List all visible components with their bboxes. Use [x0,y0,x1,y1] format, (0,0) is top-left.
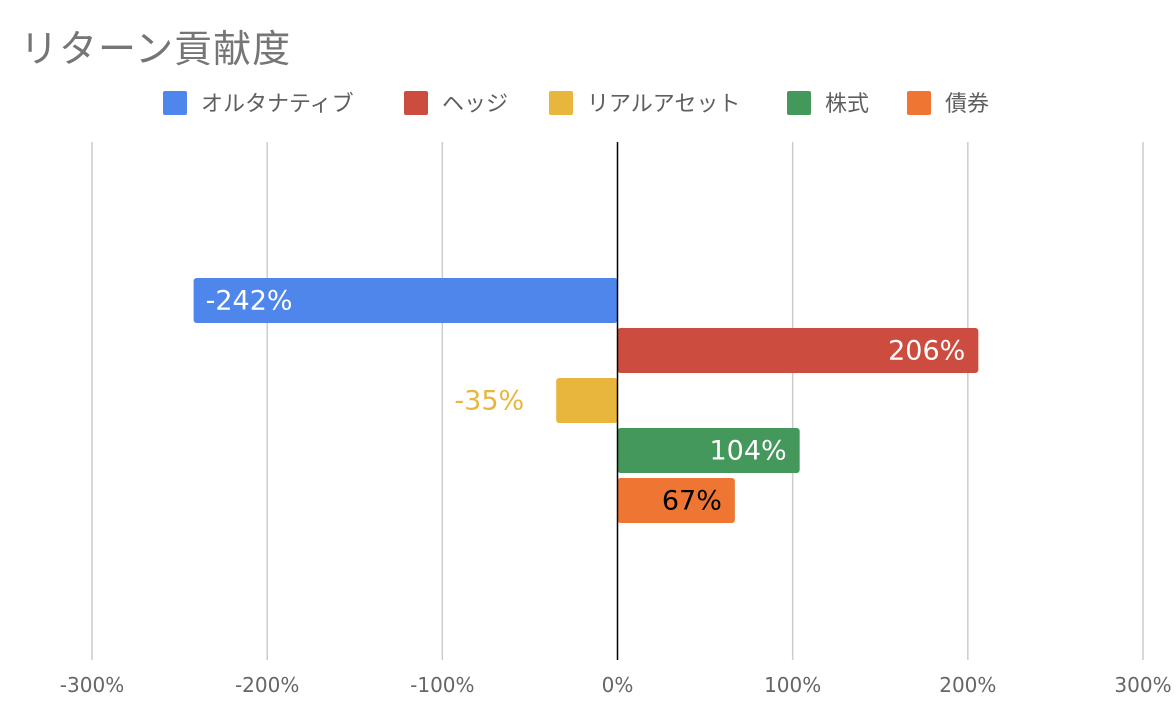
legend-label: オルタナティブ [201,92,354,117]
x-tick-label: -100% [410,673,474,697]
bar [617,428,800,473]
legend-swatch [787,91,811,115]
legend-swatch [549,91,573,115]
legend-swatch [404,91,428,115]
bar [193,278,618,323]
x-tick-label: 300% [1114,673,1171,697]
data-label: 206% [888,336,965,367]
legend-label: 債券 [945,92,989,117]
data-label: -242% [206,286,293,317]
bar [617,478,735,523]
chart-title: リターン貢献度 [20,27,292,71]
x-tick-label: -300% [60,673,124,697]
legend-label: ヘッジ [442,92,508,117]
data-label: 67% [662,486,722,517]
legend-label: 株式 [825,92,869,117]
legend-swatch [907,91,931,115]
bar [617,328,979,373]
x-tick-label: -200% [235,673,299,697]
x-tick-label: 200% [939,673,996,697]
data-label: -35% [454,386,524,417]
x-tick-label: 0% [602,673,634,697]
x-tick-label: 100% [764,673,821,697]
bar [556,378,618,423]
legend-label: リアルアセット [587,92,740,117]
legend-swatch [163,91,187,115]
data-label: 104% [709,436,786,467]
